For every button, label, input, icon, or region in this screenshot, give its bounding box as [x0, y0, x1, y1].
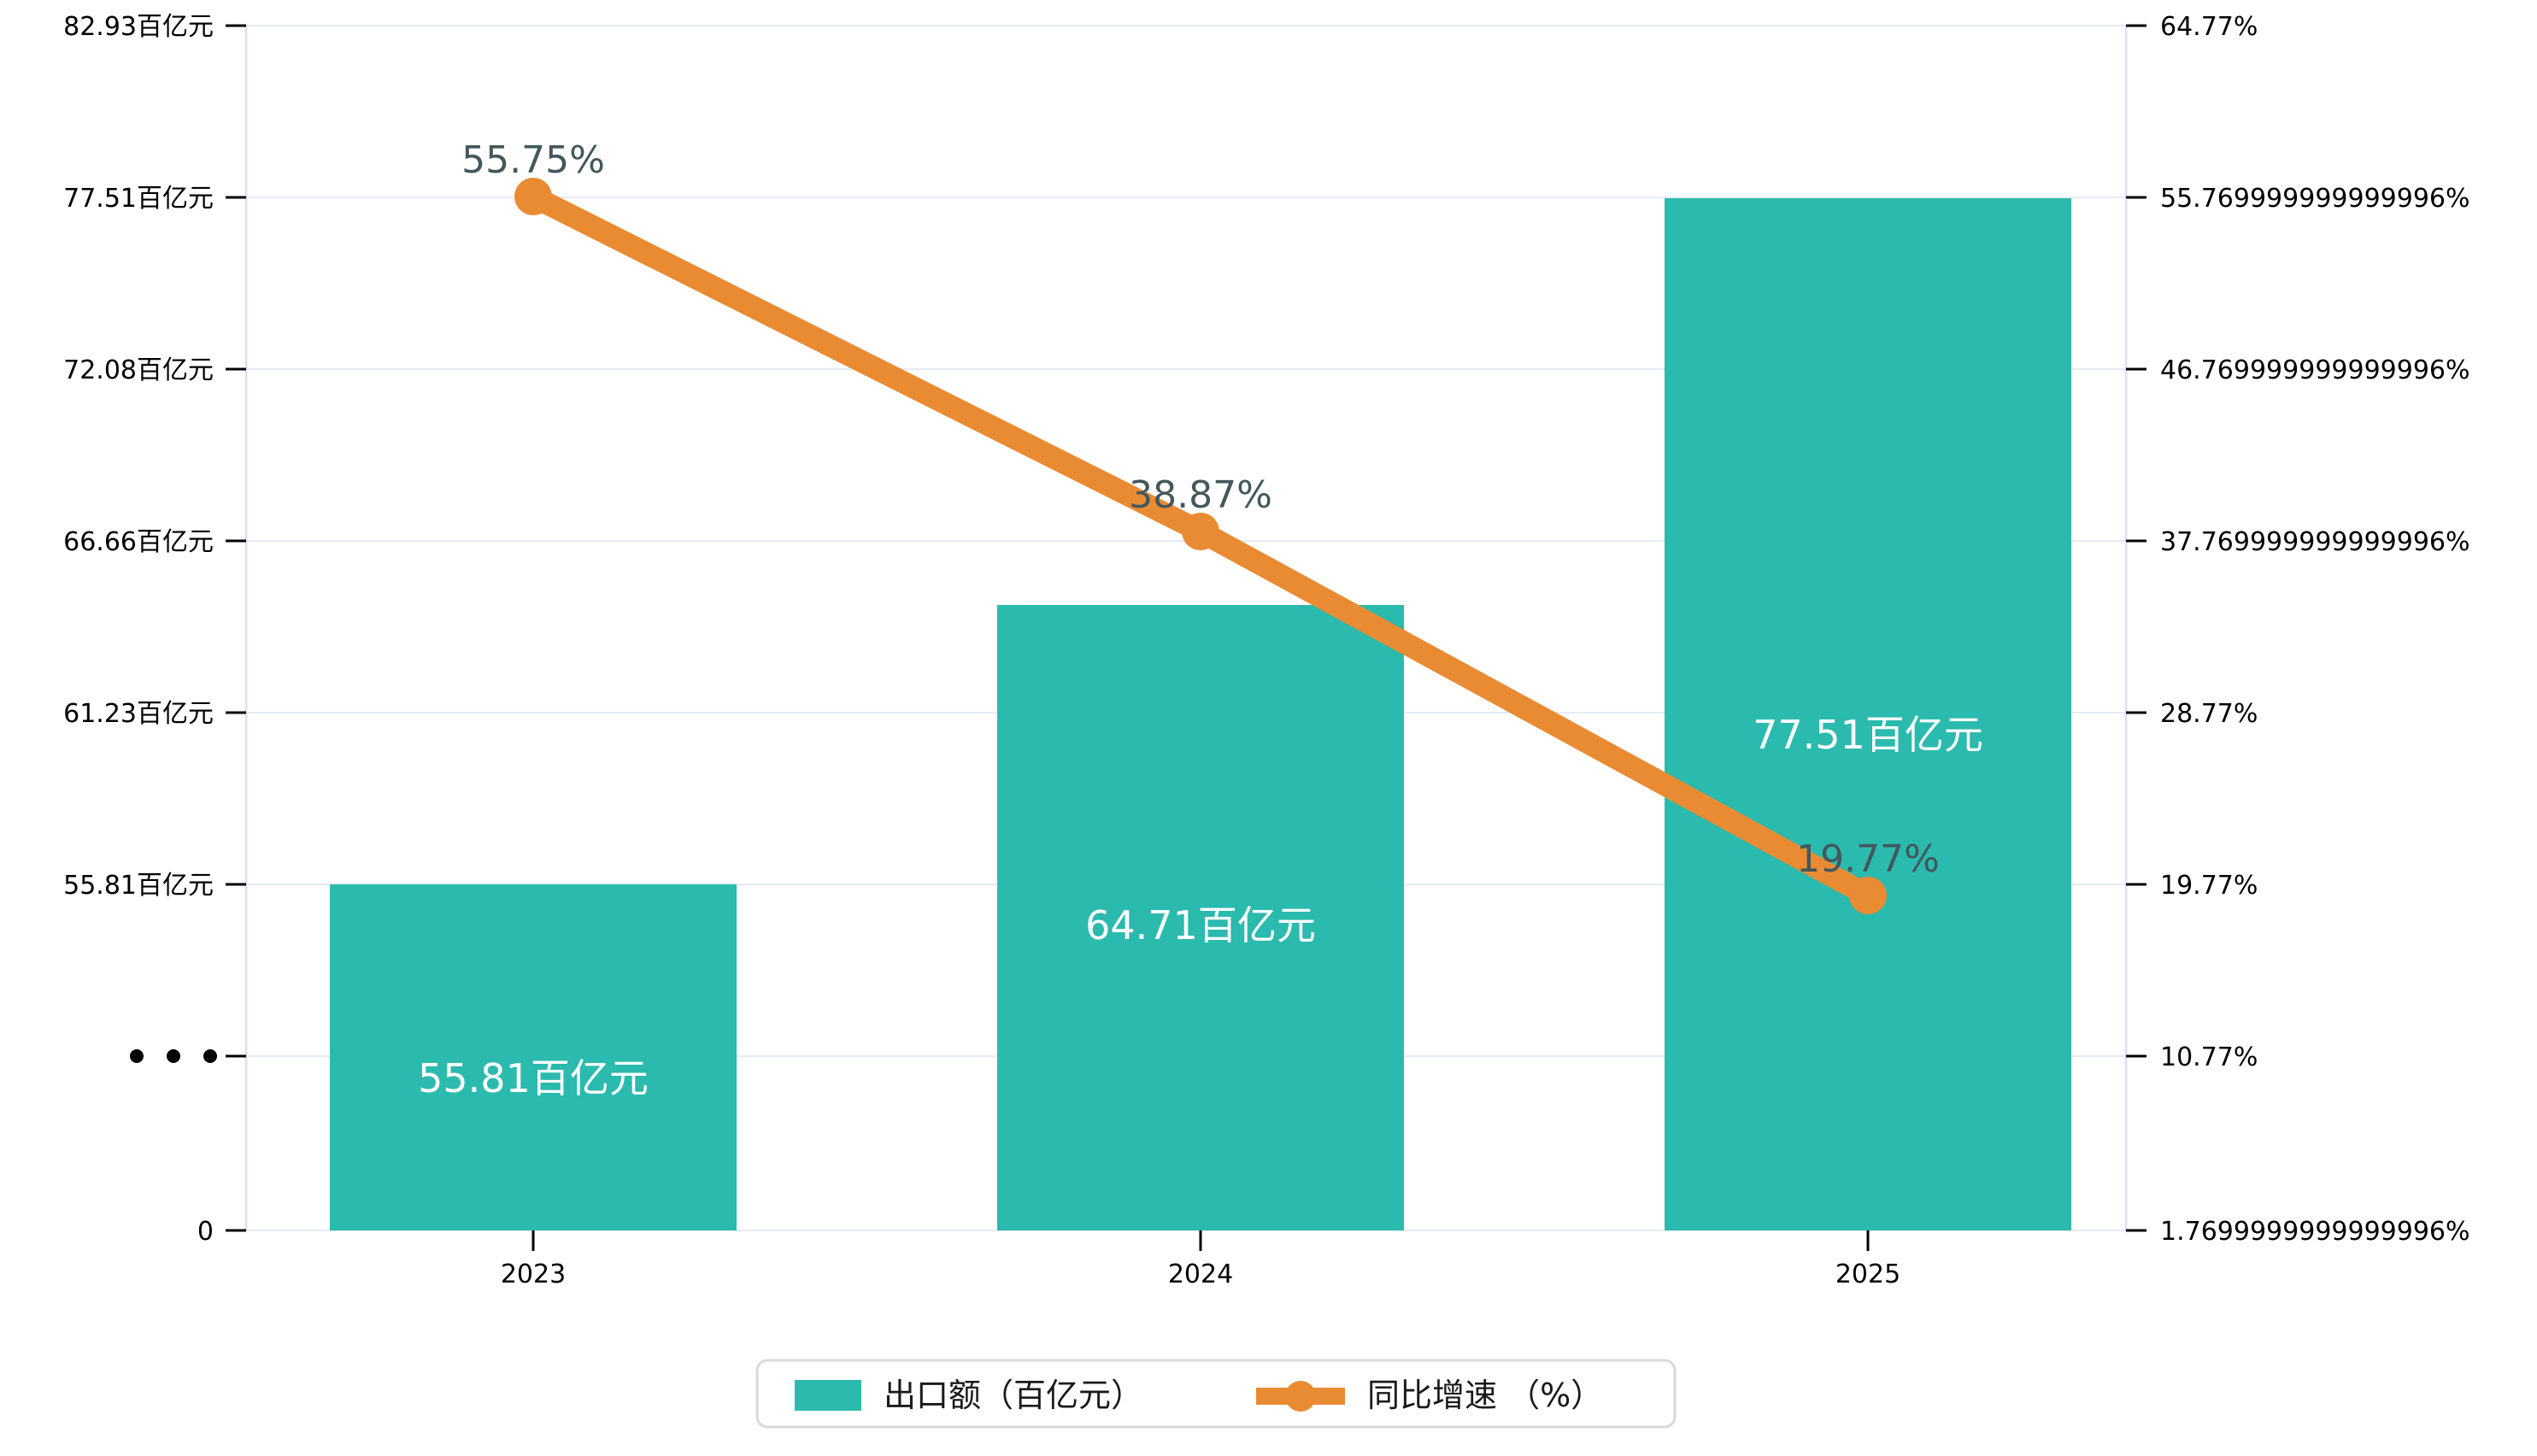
x-tick-marks: [531, 1230, 1870, 1251]
x-axis-labels: 2023 2024 2025: [501, 1259, 1900, 1289]
legend-swatch-icon: [795, 1380, 861, 1411]
bar-value-labels: 55.81百亿元 64.71百亿元 77.51百亿元: [418, 712, 1983, 1101]
bar-series-export-amount: [330, 198, 2071, 1230]
x-tick-label-2024: 2024: [1168, 1259, 1233, 1289]
line-point-2023[interactable]: [514, 178, 552, 215]
y-left-tick-label: 61.23百亿元: [63, 699, 214, 729]
chart-legend: 出口额（百亿元） 同比增速 （%）: [755, 1359, 1677, 1429]
y-left-tick-label: 72.08百亿元: [63, 355, 214, 385]
bar-value-label-2024: 64.71百亿元: [1085, 902, 1316, 948]
legend-item-export-amount[interactable]: 出口额（百亿元）: [795, 1377, 1143, 1414]
bar-value-label-2023: 55.81百亿元: [418, 1055, 649, 1101]
y-axis-right-labels: 64.77% 55.769999999999996% 46.7699999999…: [2160, 12, 2470, 1247]
left-tick-marks: [226, 24, 246, 1232]
right-tick-marks: [2126, 24, 2146, 1232]
y-left-tick-label: 66.66百亿元: [63, 527, 214, 557]
legend-dot-icon: [1285, 1381, 1316, 1412]
legend-label-growth-rate: 同比增速 （%）: [1367, 1377, 1603, 1414]
x-tick-label-2023: 2023: [501, 1259, 566, 1289]
y-axis-left-labels: 82.93百亿元 77.51百亿元 72.08百亿元 66.66百亿元 61.2…: [63, 12, 214, 1247]
legend-item-growth-rate[interactable]: 同比增速 （%）: [1256, 1377, 1603, 1414]
bar-2025[interactable]: [1665, 198, 2071, 1230]
legend-label-export-amount: 出口额（百亿元）: [884, 1377, 1143, 1414]
y-right-tick-label: 55.769999999999996%: [2160, 184, 2470, 214]
bar-2024[interactable]: [997, 605, 1404, 1230]
y-right-tick-label: 37.769999999999996%: [2160, 527, 2470, 557]
bar-value-label-2025: 77.51百亿元: [1753, 712, 1983, 758]
y-right-tick-label: 28.77%: [2160, 699, 2258, 729]
y-left-tick-label: 0: [197, 1217, 214, 1247]
y-right-tick-label: 64.77%: [2160, 12, 2258, 42]
line-value-label-2024: 38.87%: [1129, 473, 1272, 517]
line-value-labels: 55.75% 38.87% 19.77%: [461, 138, 1940, 881]
line-value-label-2025: 19.77%: [1796, 837, 1940, 881]
y-right-tick-label: 46.769999999999996%: [2160, 355, 2470, 385]
line-point-2025[interactable]: [1849, 877, 1887, 914]
y-left-tick-label: 55.81百亿元: [63, 871, 214, 901]
axis-break-ellipsis-icon: [130, 1049, 217, 1063]
y-right-tick-label: 19.77%: [2160, 871, 2258, 901]
y-right-tick-label: 1.7699999999999996%: [2160, 1217, 2470, 1247]
legend-box: [755, 1359, 1677, 1429]
bar-2023[interactable]: [330, 884, 737, 1230]
y-right-tick-label: 10.77%: [2160, 1042, 2258, 1072]
x-tick-label-2025: 2025: [1835, 1259, 1900, 1289]
line-value-label-2023: 55.75%: [461, 138, 605, 182]
y-left-tick-label: 77.51百亿元: [63, 184, 214, 214]
line-series-growth-rate: [514, 178, 1887, 914]
line-point-2024[interactable]: [1182, 513, 1219, 550]
y-left-tick-label: 82.93百亿元: [63, 12, 214, 42]
